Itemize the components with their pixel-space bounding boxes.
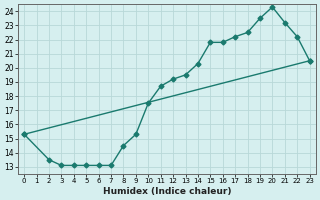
X-axis label: Humidex (Indice chaleur): Humidex (Indice chaleur) [103,187,231,196]
